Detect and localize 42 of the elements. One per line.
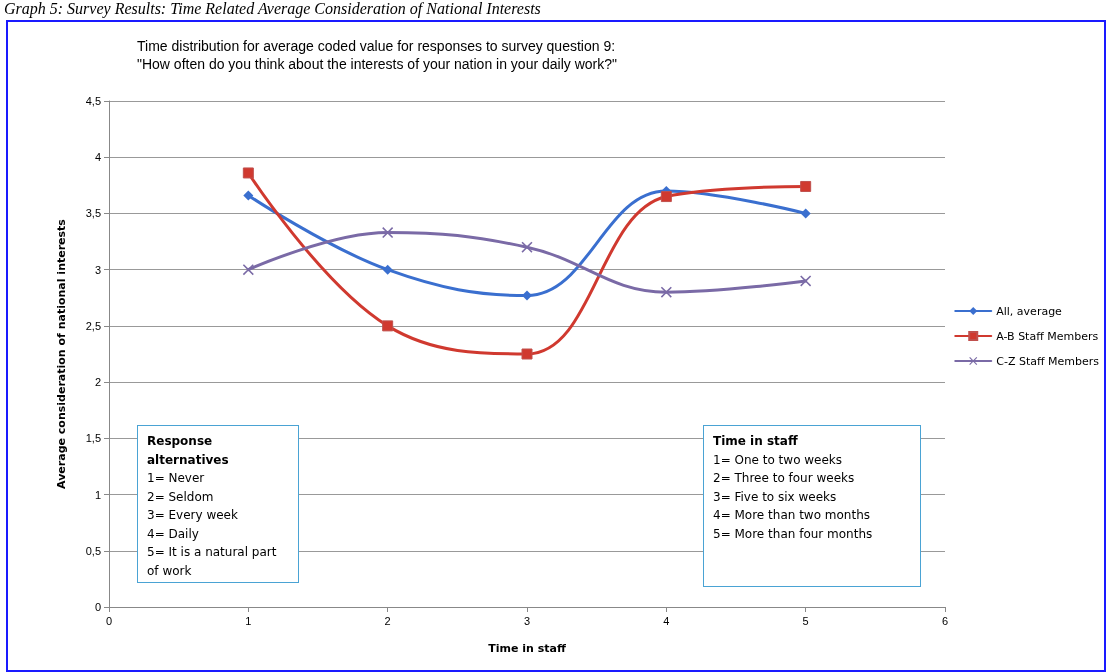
point bbox=[382, 227, 394, 239]
x-tick-label: 0 bbox=[105, 614, 113, 627]
y-tick-label: 1 bbox=[94, 488, 101, 501]
y-tick-label: 4 bbox=[94, 151, 101, 164]
point bbox=[800, 208, 811, 219]
annotation: Response alternatives 1= Never 2= Seldom 3= Every week 4= Daily 5= It is a natural part of work bbox=[147, 433, 278, 580]
point bbox=[660, 191, 672, 203]
y-tick-label: 2,5 bbox=[85, 319, 101, 332]
point bbox=[521, 348, 533, 360]
y-tick-label: 3,5 bbox=[85, 207, 101, 220]
x-tick-label: 5 bbox=[802, 614, 809, 627]
y-tick-label: 0 bbox=[94, 601, 101, 613]
legend-label: A-B Staff Members bbox=[996, 329, 1099, 343]
y-axis-title: Average consideration of national interests bbox=[55, 218, 68, 489]
point bbox=[382, 320, 394, 332]
x-axis-title: Time in staff bbox=[488, 642, 566, 655]
point bbox=[800, 180, 812, 192]
legend-label: C-Z Staff Members bbox=[996, 354, 1100, 368]
text-box: Response alternatives 1= Never 2= Seldom 3= Every week 4= Daily 5= It is a natural part of work bbox=[137, 425, 299, 583]
x-tick-label: 4 bbox=[663, 614, 670, 627]
x-tick-label: 1 bbox=[245, 614, 252, 627]
point bbox=[522, 290, 532, 301]
y-tick-label: 0,5 bbox=[85, 544, 101, 557]
y-tick-label: 2 bbox=[94, 376, 101, 389]
legend-label: All, average bbox=[996, 304, 1063, 318]
y-tick-label: 1,5 bbox=[85, 432, 101, 445]
point bbox=[660, 286, 672, 298]
annotation: Time in staff 1= One to two weeks 2= Three to four weeks 3= Five to six weeks 4= More than two months 5= More than four months bbox=[713, 433, 874, 543]
chart-title: Time distribution for average coded value for responses to survey question 9: "How often do you think about the interests of your nation in your daily work?" bbox=[137, 38, 618, 72]
y-tick-label: 3 bbox=[94, 263, 101, 276]
x-tick-label: 6 bbox=[941, 614, 949, 627]
point bbox=[243, 190, 254, 201]
text-box: Time in staff 1= One to two weeks 2= Three to four weeks 3= Five to six weeks 4= More than two months 5= More than four months bbox=[703, 425, 921, 587]
point bbox=[800, 275, 812, 287]
chart-subtitle: Graph 5: Survey Results: Time Related Average Consideration of National Interests bbox=[4, 0, 541, 18]
x-tick-label: 3 bbox=[523, 614, 531, 627]
point bbox=[521, 241, 533, 253]
point bbox=[242, 167, 254, 179]
y-tick-label: 4,5 bbox=[85, 95, 101, 107]
point bbox=[242, 264, 254, 276]
point bbox=[382, 264, 393, 275]
x-tick-label: 2 bbox=[384, 614, 391, 627]
